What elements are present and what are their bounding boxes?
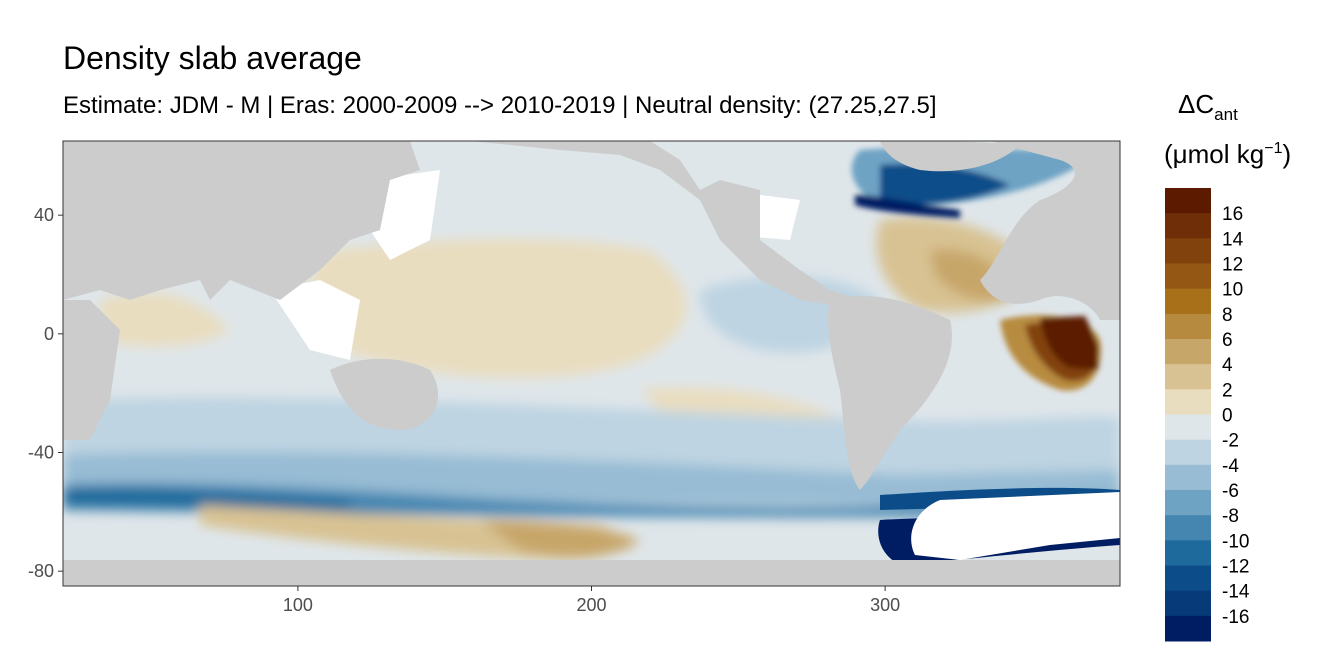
land-eurasia [63,141,420,300]
legend-swatch [1165,615,1211,642]
legend-label: 10 [1222,280,1243,301]
legend-swatch [1165,313,1211,340]
legend-swatch [1165,565,1211,592]
no-data-indonesia [270,280,360,360]
land-antarctica [63,560,1120,586]
chart-title: Density slab average [63,40,362,76]
legend-swatch [1165,439,1211,466]
land-north-america [470,141,860,310]
legend-swatch [1165,540,1211,566]
x-tick-label: 300 [870,595,900,615]
legend-swatch [1165,213,1211,239]
legend: ΔCant (μmol kg−1) 16 14 12 10 8 6 4 2 0 -2 -4 -6 -8 -… [1164,89,1291,642]
legend-label: 16 [1222,204,1243,225]
legend-swatch [1165,364,1211,390]
legend-label: -6 [1222,481,1239,502]
land-africa-east [63,300,120,440]
x-tick-label: 100 [283,595,313,615]
land-africa-europe [980,141,1120,320]
legend-label: 6 [1222,330,1233,351]
legend-unit: (μmol kg−1) [1164,139,1291,169]
legend-swatch [1165,490,1211,516]
legend-label: 8 [1222,305,1233,326]
legend-label: 4 [1222,355,1233,376]
legend-label: -14 [1222,582,1250,603]
legend-swatch [1165,238,1211,264]
legend-label: -8 [1222,506,1239,527]
legend-labels: 16 14 12 10 8 6 4 2 0 -2 -4 -6 -8 -10 -12 -14 -16 [1222,204,1250,628]
legend-label: -10 [1222,531,1249,552]
legend-swatch [1165,464,1211,491]
field-patch-ross-deeper [480,520,640,557]
chart-subtitle: Estimate: JDM - M | Eras: 2000-2009 --> … [63,92,937,119]
legend-swatch [1165,288,1211,315]
legend-label: 12 [1222,255,1243,276]
y-tick-label: 0 [44,324,54,344]
map-panel [63,141,1120,586]
legend-swatch [1165,515,1211,541]
legend-swatch [1165,590,1211,617]
legend-swatch [1165,263,1211,290]
land-masses [63,141,1120,586]
x-tick-label: 200 [576,595,606,615]
land-australia [330,358,439,430]
legend-title: ΔCant [1178,89,1238,124]
y-tick-label: -40 [28,443,54,463]
field-patch-pacific-positive [308,238,687,379]
land-greenland [880,141,1020,172]
y-tick-label: 40 [34,205,54,225]
no-data-weddell [911,492,1120,560]
field-patch-labrador-min [855,195,960,218]
legend-label: -2 [1222,431,1239,452]
legend-color-bar [1165,188,1211,642]
legend-label: -4 [1222,456,1239,477]
legend-swatch [1165,389,1211,415]
legend-label: 0 [1222,406,1233,427]
legend-label: -16 [1222,607,1249,628]
legend-label: -12 [1222,557,1249,578]
land-south-america [828,296,952,490]
field-patch-indian-positive [100,291,230,347]
legend-swatch [1165,188,1211,214]
legend-swatch [1165,339,1211,365]
field-band-southern-darkest [63,487,350,510]
legend-label: 14 [1222,229,1244,250]
y-tick-label: -80 [28,561,54,581]
legend-swatch [1165,414,1211,441]
field-patch-atlantic-max [1040,316,1098,370]
legend-label: 2 [1222,380,1233,401]
